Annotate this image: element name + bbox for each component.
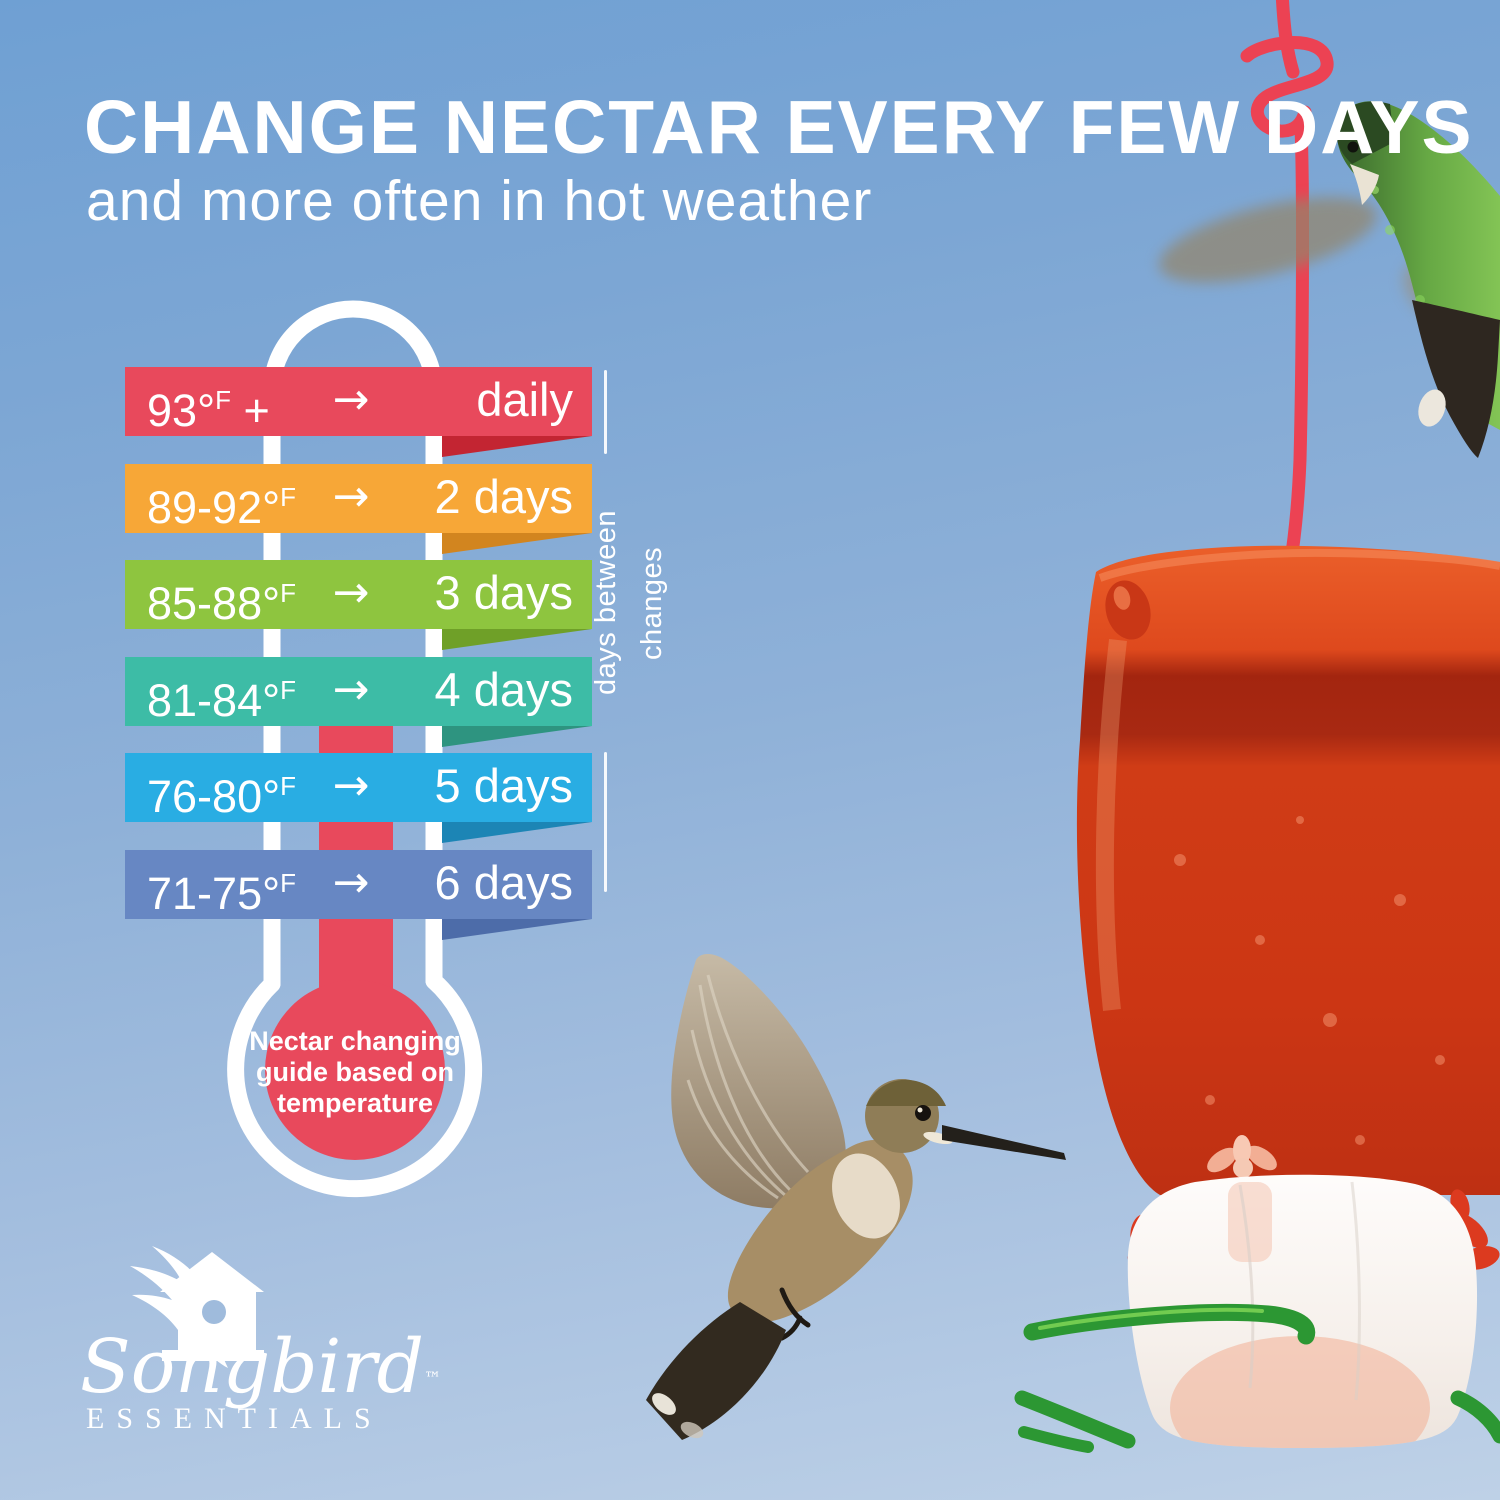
logo-brand-text: Songbird [80,1324,425,1410]
logo-brand-name: Songbird™ [80,1330,441,1416]
hummingbird-top-illustration [1159,101,1500,458]
feeder-perch-ring [1014,1303,1500,1453]
thermometer-mercury-column [319,690,393,1020]
note-line: temperature [276,1088,434,1118]
thermometer-bulb-ring [227,972,483,1198]
thermometer-bulb [265,980,445,1160]
thermometer-note: Nectar changing guide based on temperatu… [249,1026,461,1119]
note-line: Nectar changing [249,1026,461,1056]
trademark-symbol: ™ [424,1369,442,1389]
note-line: guide based on [255,1057,455,1087]
page-title: CHANGE NECTAR EVERY FEW DAYS [84,85,1474,169]
logo-wordmark-sub: ESSENTIALS [86,1402,383,1435]
axis-label: days between changes [590,510,668,696]
feeder-flower-top [1207,1135,1277,1178]
songbird-logo-mark [130,1246,264,1368]
hummingbird-middle-illustration [646,954,1066,1440]
axis-rule-bottom [604,752,607,892]
thermometer-tube-outline [263,300,443,993]
axis-rule-top [604,370,607,454]
nectar-feeder-illustration [1014,545,1500,1453]
birdhouse-hole [202,1300,226,1324]
feeder-wire-illustration [1240,0,1334,573]
page-subtitle: and more often in hot weather [86,169,873,233]
